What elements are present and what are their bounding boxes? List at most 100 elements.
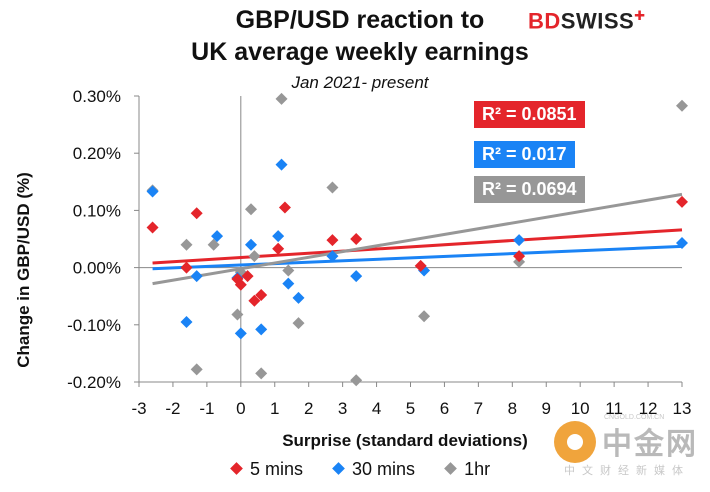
x-tick-label: -1 (199, 399, 214, 418)
chart-title-line1: GBP/USD reaction to (235, 6, 485, 34)
legend-label-1hr: 1hr (464, 459, 491, 479)
y-tick-label: 0.00% (73, 259, 121, 278)
data-point-1hr (190, 363, 203, 376)
data-point-30-mins (282, 277, 295, 290)
trendline-30-mins (152, 244, 683, 271)
legend-item-30-mins: 30 mins (332, 459, 416, 480)
x-tick-label: 2 (304, 399, 313, 418)
chart-legend: 5 mins 30 mins 1hr (230, 459, 516, 480)
r2-label-5-mins: R² = 0.0851 (474, 101, 585, 128)
data-point-1hr (350, 374, 363, 387)
data-point-1hr (180, 238, 193, 251)
r2-label-30-mins: R² = 0.017 (474, 141, 575, 168)
legend-marker-30-mins-icon (332, 462, 345, 475)
x-tick-label: 0 (236, 399, 245, 418)
x-tick-label: -3 (131, 399, 146, 418)
y-axis-label: Change in GBP/USD (%) (14, 172, 33, 368)
legend-marker-1hr-icon (444, 462, 457, 475)
data-point-30-mins (275, 158, 288, 171)
data-point-1hr (282, 264, 295, 277)
x-tick-label: 6 (440, 399, 449, 418)
data-point-30-mins (272, 230, 285, 243)
data-point-30-mins (211, 230, 224, 243)
y-tick-label: 0.30% (73, 87, 121, 106)
data-point-30-mins (234, 327, 247, 340)
data-point-5-mins (350, 233, 363, 245)
axes: -0.20% -0.10% 0.00% 0.10% 0.20% 0.30% -3 -2 -1 0 1… (67, 87, 691, 418)
x-tick-label: 8 (508, 399, 517, 418)
data-point-5-mins (190, 207, 203, 220)
data-point-30-mins (326, 250, 339, 263)
data-point-5-mins (234, 278, 247, 291)
data-point-5-mins (414, 259, 427, 272)
data-point-30-mins (513, 234, 526, 247)
data-point-1hr (418, 310, 431, 323)
data-point-30-mins (244, 238, 257, 251)
trendlines (152, 192, 683, 286)
y-tick-label: -0.10% (67, 316, 121, 335)
legend-label-30-mins: 30 mins (352, 459, 416, 479)
data-point-1hr (231, 308, 244, 321)
x-tick-label: -2 (165, 399, 180, 418)
data-point-5-mins (513, 250, 526, 263)
x-tick-label: 13 (673, 399, 692, 418)
r2-label-1hr: R² = 0.0694 (474, 176, 585, 203)
data-point-1hr (255, 367, 268, 380)
data-point-30-mins (190, 270, 203, 283)
y-tick-label: 0.10% (73, 201, 121, 220)
data-point-5-mins (180, 261, 193, 274)
legend-item-5-mins: 5 mins (230, 459, 304, 480)
data-point-30-mins (676, 237, 688, 250)
data-point-1hr (248, 250, 261, 263)
trendline-5-mins (152, 228, 683, 265)
cngold-watermark: CNGOLD.COM.CN 中金网 中文财经新媒体 (552, 413, 708, 491)
data-point-30-mins (146, 185, 159, 198)
x-tick-label: 12 (639, 399, 658, 418)
data-point-1hr (275, 92, 288, 105)
legend-label-5-mins: 5 mins (250, 459, 304, 479)
watermark-subtitle: 中文财经新媒体 (564, 465, 690, 477)
data-point-1hr (292, 317, 305, 330)
data-point-5-mins (146, 221, 159, 234)
data-point-1hr (326, 181, 339, 194)
trendline-1hr (152, 192, 683, 286)
data-point-1hr (676, 99, 688, 112)
data-point-5-mins (248, 294, 261, 307)
chart-title-line2: UK average weekly earnings (191, 38, 529, 66)
data-point-1hr (244, 203, 257, 216)
x-tick-label: 4 (372, 399, 381, 418)
cngold-logo-icon (554, 421, 596, 463)
legend-item-1hr: 1hr (444, 459, 491, 480)
x-tick-label: 11 (605, 399, 623, 418)
data-points (146, 92, 688, 387)
data-point-5-mins (272, 242, 285, 255)
logo-part-bd: BD (528, 8, 561, 34)
y-tick-label: -0.20% (67, 373, 121, 392)
data-point-5-mins (326, 234, 339, 247)
data-point-30-mins (292, 291, 305, 304)
x-tick-label: 1 (270, 399, 279, 418)
x-tick-label: 3 (338, 399, 347, 418)
chart-subtitle: Jan 2021- present (291, 73, 429, 92)
x-axis-label: Surprise (standard deviations) (282, 431, 528, 450)
data-point-30-mins (350, 270, 363, 283)
data-point-30-mins (255, 323, 268, 336)
x-tick-label: 7 (474, 399, 483, 418)
data-point-30-mins (180, 315, 193, 328)
bdswiss-logo: BDSWISS✚ (528, 8, 646, 34)
data-point-5-mins (278, 201, 291, 214)
legend-marker-5-mins-icon (230, 462, 243, 475)
data-point-5-mins (241, 270, 254, 283)
watermark-name: 中金网 (602, 428, 698, 461)
data-point-5-mins (676, 195, 688, 208)
y-tick-label: 0.20% (73, 144, 121, 163)
logo-cross-icon: ✚ (634, 8, 646, 23)
data-point-5-mins (255, 289, 268, 302)
x-tick-label: 10 (571, 399, 590, 418)
logo-part-swiss: SWISS (560, 8, 635, 34)
watermark-url: CNGOLD.COM.CN (604, 414, 665, 421)
x-tick-label: 9 (542, 399, 551, 418)
x-tick-label: 5 (406, 399, 415, 418)
